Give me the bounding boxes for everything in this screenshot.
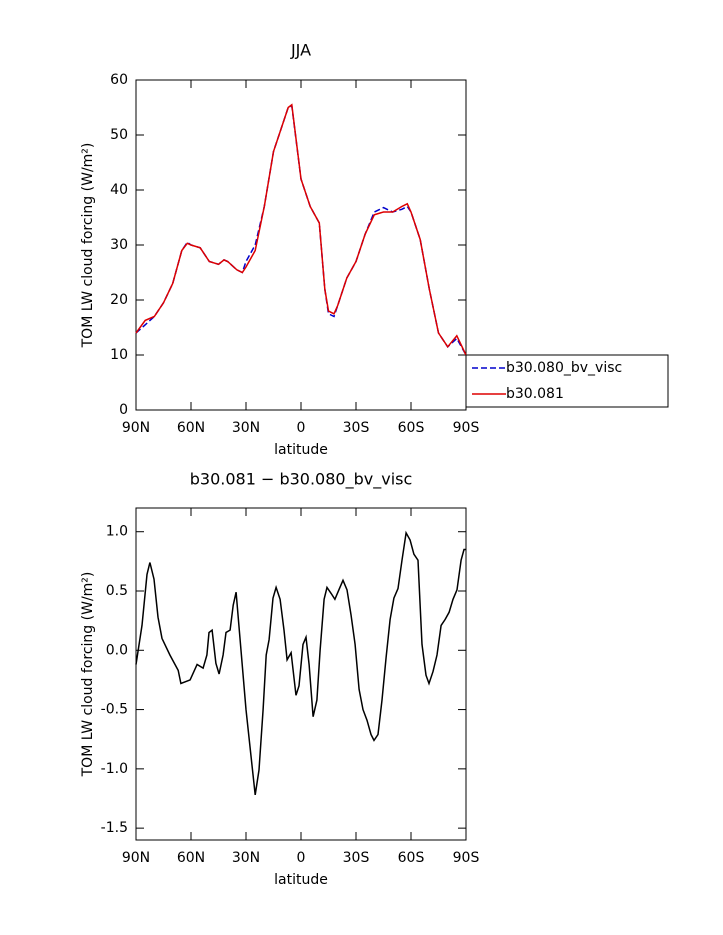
- x-tick-label: 60N: [177, 850, 205, 866]
- x-tick-label: 60N: [177, 420, 205, 436]
- y-tick-label: 0.0: [106, 642, 128, 658]
- y-tick-label: 1.0: [106, 524, 128, 540]
- y-tick-label: 10: [110, 347, 128, 363]
- y-tick-label: 0.5: [106, 583, 128, 599]
- x-tick-label: 30N: [232, 850, 260, 866]
- data-line: [135, 530, 466, 796]
- y-axis-label: TOM LW cloud forcing (W/m²): [80, 143, 96, 349]
- data-line: [135, 103, 467, 356]
- y-tick-label: 0: [119, 402, 128, 418]
- x-tick-label: 30S: [343, 850, 370, 866]
- y-tick-label: -1.0: [101, 761, 128, 777]
- legend-label: b30.081: [506, 386, 564, 402]
- x-tick-label: 0: [297, 420, 306, 436]
- x-tick-label: 30N: [232, 420, 260, 436]
- chart-title: b30.081 − b30.080_bv_visc: [190, 470, 413, 490]
- y-tick-label: -0.5: [101, 702, 128, 718]
- x-tick-label: 60S: [398, 420, 425, 436]
- x-tick-label: 60S: [398, 850, 425, 866]
- x-tick-label: 30S: [343, 420, 370, 436]
- y-tick-label: 40: [110, 182, 128, 198]
- x-tick-label: 90S: [453, 420, 480, 436]
- y-tick-label: 60: [110, 72, 128, 88]
- y-tick-label: -1.5: [101, 820, 128, 836]
- y-axis-label: TOM LW cloud forcing (W/m²): [80, 572, 96, 778]
- x-tick-label: 0: [297, 850, 306, 866]
- x-tick-label: 90S: [453, 850, 480, 866]
- legend-label: b30.080_bv_visc: [506, 360, 622, 376]
- x-tick-label: 90N: [122, 850, 150, 866]
- y-tick-label: 30: [110, 237, 128, 253]
- legend-box: [465, 354, 669, 408]
- y-tick-label: 20: [110, 292, 128, 308]
- x-axis-label: latitude: [274, 442, 328, 458]
- y-tick-label: 50: [110, 127, 128, 143]
- x-tick-label: 90N: [122, 420, 150, 436]
- x-axis-label: latitude: [274, 872, 328, 888]
- chart-title: JJA: [290, 41, 311, 60]
